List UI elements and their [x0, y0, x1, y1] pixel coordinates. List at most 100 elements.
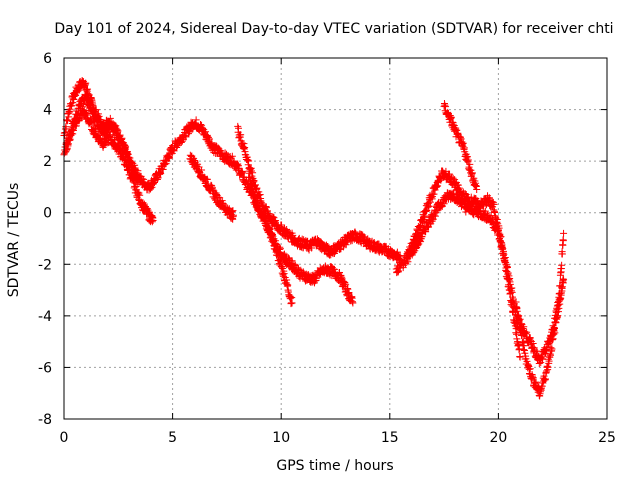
data-point — [464, 156, 472, 164]
data-point — [419, 217, 427, 225]
data-point — [515, 345, 523, 353]
data-point — [276, 245, 284, 253]
data-point — [86, 99, 94, 107]
data-point — [526, 365, 534, 373]
data-point — [72, 114, 80, 122]
data-point — [276, 243, 284, 251]
data-point — [250, 177, 258, 185]
data-point — [541, 375, 549, 383]
data-point — [447, 114, 455, 122]
data-point — [90, 107, 98, 115]
data-point — [539, 355, 547, 363]
data-point — [278, 263, 286, 271]
data-point — [82, 79, 90, 87]
data-point — [74, 111, 82, 119]
series-track-d — [186, 151, 237, 223]
data-point — [63, 145, 71, 153]
series-track-k — [516, 229, 568, 367]
data-point — [516, 353, 524, 361]
data-point — [136, 191, 144, 199]
x-tick-label: 25 — [598, 430, 616, 446]
data-point — [549, 331, 557, 339]
data-point — [558, 261, 566, 269]
x-tick-label: 5 — [168, 430, 177, 446]
data-point — [214, 193, 222, 201]
data-point — [252, 194, 260, 202]
data-point — [490, 200, 498, 208]
data-point — [537, 359, 545, 367]
data-point — [529, 374, 537, 382]
data-point — [433, 207, 441, 215]
plot-frame — [63, 57, 608, 420]
data-point — [345, 288, 353, 296]
data-point — [238, 169, 246, 177]
data-point — [547, 351, 555, 359]
data-point — [555, 289, 563, 297]
x-tick-label: 15 — [381, 430, 399, 446]
y-tick-label: 4 — [43, 103, 52, 119]
data-point — [558, 250, 566, 258]
data-point — [264, 220, 272, 228]
data-point — [123, 147, 131, 155]
series-track-c — [62, 90, 142, 188]
y-tick-label: -4 — [38, 309, 52, 325]
data-point — [335, 268, 343, 276]
data-point — [473, 186, 481, 194]
series-track-h — [403, 189, 522, 333]
x-tick-labels: 0 5 10 15 20 25 — [60, 430, 616, 446]
data-point — [560, 229, 568, 237]
y-tick-label: 2 — [43, 154, 52, 170]
data-point — [71, 118, 79, 126]
y-tick-label: 0 — [43, 206, 52, 222]
series-track-j — [512, 275, 568, 400]
data-point — [204, 134, 212, 142]
data-point — [467, 193, 475, 201]
data-point — [64, 116, 72, 124]
data-point — [425, 202, 433, 210]
data-point — [78, 103, 86, 111]
data-point — [342, 281, 350, 289]
data-point — [245, 157, 253, 165]
x-tick-label: 10 — [272, 430, 290, 446]
data-point — [417, 238, 425, 246]
data-point — [139, 199, 147, 207]
chart-title: Day 101 of 2024, Sidereal Day-to-day VTE… — [54, 21, 613, 37]
x-axis-label: GPS time / hours — [276, 458, 393, 474]
data-point — [442, 103, 450, 111]
data-point — [544, 363, 552, 371]
data-point — [228, 208, 236, 216]
series-track-e — [234, 122, 405, 264]
y-axis-label: SDTVAR / TECUs — [6, 183, 22, 298]
y-tick-labels: -8 -6 -4 -2 0 2 4 6 — [38, 51, 52, 428]
data-point — [96, 118, 104, 126]
data-point — [122, 143, 130, 151]
data-point — [341, 279, 349, 287]
y-tick-label: -6 — [38, 360, 52, 376]
series-track-i — [440, 99, 481, 194]
data-point — [423, 206, 431, 214]
data-point — [288, 257, 296, 265]
data-point — [359, 233, 367, 241]
x-tick-label: 0 — [60, 430, 69, 446]
data-point — [466, 160, 474, 168]
data-point — [206, 135, 214, 143]
x-tick-label: 20 — [489, 430, 507, 446]
grid-lines — [64, 58, 607, 419]
data-point — [552, 314, 560, 322]
data-point — [237, 131, 245, 139]
data-point — [481, 207, 489, 215]
data-point — [234, 160, 242, 168]
data-point — [529, 339, 537, 347]
data-point — [550, 324, 558, 332]
data-point — [159, 165, 167, 173]
data-point — [280, 270, 288, 278]
data-point — [149, 216, 157, 224]
data-point — [229, 211, 237, 219]
data-point — [560, 276, 568, 284]
data-point — [288, 299, 296, 307]
data-point — [410, 248, 418, 256]
data-point — [287, 293, 295, 301]
data-point — [349, 299, 357, 307]
data-point — [154, 174, 162, 182]
